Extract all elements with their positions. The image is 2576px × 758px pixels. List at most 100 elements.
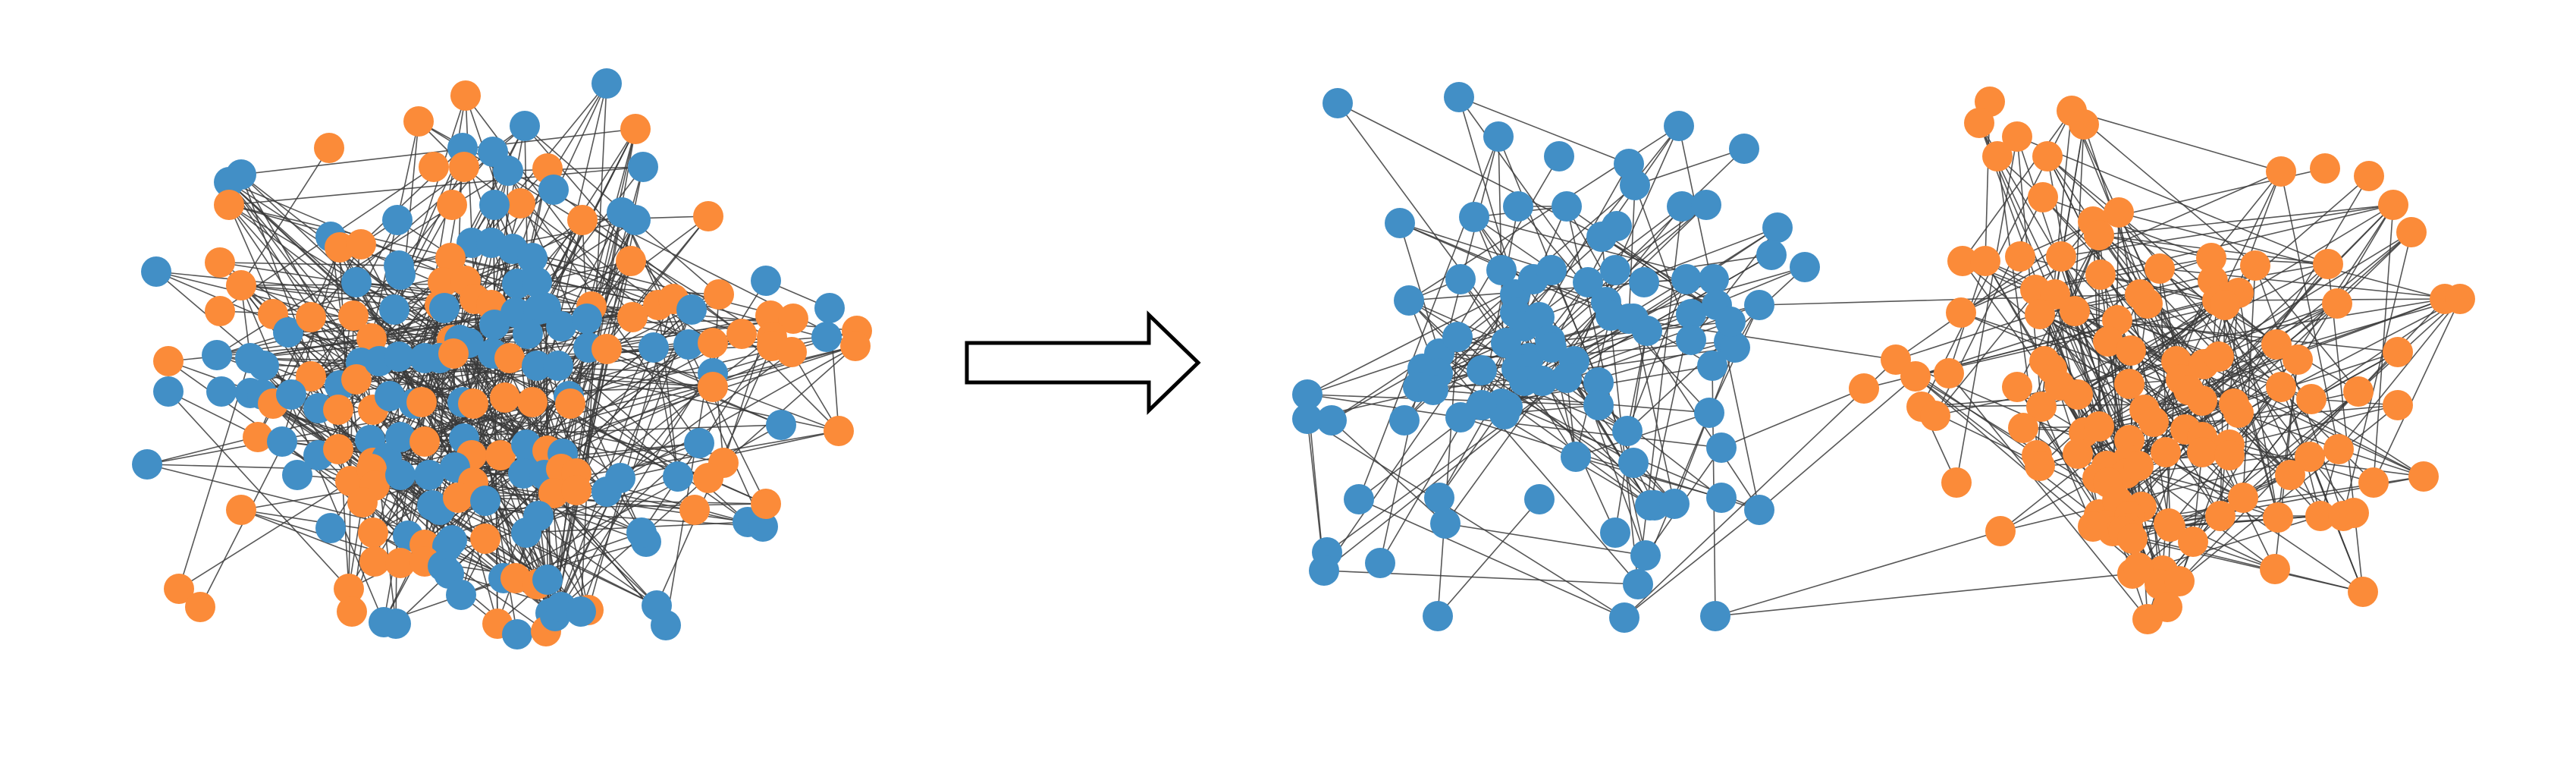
separated-network-node-blue xyxy=(1385,208,1415,238)
separated-network-edge xyxy=(2118,212,2446,300)
separated-network-edge xyxy=(1759,376,1916,511)
separated-network-node-orange xyxy=(1985,516,2016,546)
separated-network-node-orange xyxy=(2025,451,2055,481)
mixed-network-node-orange xyxy=(409,426,440,457)
separated-network-edge xyxy=(1715,530,2001,617)
separated-network-edge xyxy=(1408,300,1508,407)
separated-network-edge xyxy=(2132,538,2364,593)
mixed-network-edge xyxy=(219,262,400,266)
mixed-network-node-blue xyxy=(522,267,552,297)
mixed-network-edge xyxy=(240,509,375,562)
mixed-network-node-blue xyxy=(651,610,681,640)
separated-network-node-orange xyxy=(2084,411,2114,442)
separated-network-node-orange xyxy=(2123,451,2154,481)
separated-network-node-orange xyxy=(2063,379,2093,410)
separated-network-node-orange xyxy=(2323,434,2354,464)
separated-network-node-orange xyxy=(2187,437,2217,467)
mixed-network-edge xyxy=(228,204,633,318)
separated-network-node-blue xyxy=(1600,517,1630,548)
separated-network-node-blue xyxy=(1600,255,1630,285)
mixed-network-edge xyxy=(407,304,441,536)
mixed-network-node-orange xyxy=(620,114,651,144)
separated-network-node-blue xyxy=(1629,267,1659,297)
mixed-network-node-orange xyxy=(567,205,598,235)
separated-network-node-blue xyxy=(1316,405,1347,436)
separated-network-node-blue xyxy=(1292,379,1323,410)
mixed-network-node-orange xyxy=(358,517,388,548)
separated-network-node-blue xyxy=(1467,390,1497,420)
separated-network-edge xyxy=(1956,136,2018,483)
mixed-network-node-orange xyxy=(337,596,367,627)
separated-network-node-orange xyxy=(2196,243,2226,273)
separated-network-edge xyxy=(1962,110,2072,262)
mixed-network-node-orange xyxy=(314,133,344,163)
separated-network-edge xyxy=(2280,171,2339,450)
mixed-network-node-blue xyxy=(522,351,552,381)
separated-network-node-orange xyxy=(2396,217,2427,247)
mixed-network-node-orange xyxy=(555,388,585,419)
mixed-network-edge xyxy=(507,166,644,171)
separated-network-edge xyxy=(2218,356,2291,476)
separated-network-node-blue xyxy=(1544,141,1574,171)
mixed-network-node-blue xyxy=(566,596,596,627)
separated-network-node-blue xyxy=(1467,355,1497,385)
mixed-network-edge xyxy=(168,391,350,590)
separated-network-node-orange xyxy=(1982,141,2013,171)
separated-network-node-orange xyxy=(2305,501,2336,531)
separated-network-node-orange xyxy=(1849,373,1879,404)
separated-network-node-orange xyxy=(2378,190,2408,220)
separated-network-node-blue xyxy=(1609,602,1639,633)
separated-network-edge xyxy=(1326,377,1567,553)
mixed-network-node-blue xyxy=(543,351,573,381)
mixed-network-node-blue xyxy=(639,332,669,363)
separated-network-edge xyxy=(2041,263,2329,407)
mixed-network-node-orange xyxy=(428,267,458,297)
separated-network-edge xyxy=(1633,318,1675,505)
mixed-network-node-orange xyxy=(485,440,516,470)
mixed-network-edge xyxy=(378,360,501,456)
separated-network-edge xyxy=(2035,289,2170,524)
mixed-network-node-orange xyxy=(243,422,273,452)
separated-network-node-blue xyxy=(1699,264,1729,294)
separated-network-edge xyxy=(2179,404,2399,582)
separated-network-node-orange xyxy=(2322,288,2352,319)
mixed-network-node-orange xyxy=(338,300,369,331)
mixed-network-node-blue xyxy=(375,381,405,411)
separated-network-node-orange xyxy=(2117,524,2148,554)
separated-network-node-orange xyxy=(2348,577,2378,607)
mixed-network-edge xyxy=(500,318,588,456)
separated-network-node-blue xyxy=(1612,416,1643,446)
mixed-network-node-orange xyxy=(153,346,184,376)
mixed-network-node-orange xyxy=(296,302,326,332)
separated-network-node-blue xyxy=(1309,555,1339,586)
separated-network-node-blue xyxy=(1527,366,1558,396)
mixed-network-node-orange xyxy=(840,331,871,361)
separated-network-node-blue xyxy=(1618,448,1649,478)
mixed-network-node-blue xyxy=(626,517,657,548)
separated-network-edge xyxy=(2176,360,2424,477)
mixed-network-node-orange xyxy=(698,328,728,358)
separated-network-node-blue xyxy=(1445,264,1476,294)
mixed-network-node-orange xyxy=(538,478,569,508)
mixed-network-node-orange xyxy=(296,361,326,392)
mixed-network-node-blue xyxy=(141,256,171,287)
separated-network-node-orange xyxy=(2032,141,2063,171)
mixed-network-node-blue xyxy=(132,449,162,480)
separated-network-node-orange xyxy=(1964,108,1994,138)
mixed-network-node-blue xyxy=(591,68,622,99)
mixed-network-node-blue xyxy=(384,341,414,372)
separated-network-node-orange xyxy=(2266,372,2296,402)
separated-network-node-blue xyxy=(1536,332,1567,363)
mixed-network-edge xyxy=(424,441,453,541)
separated-network-node-orange xyxy=(2046,241,2076,272)
separated-network-node-orange xyxy=(2228,483,2258,513)
separated-network-node-blue xyxy=(1762,212,1793,243)
separated-network-node-blue xyxy=(1491,328,1521,358)
separated-network-edge xyxy=(1721,388,1865,448)
separated-network-node-orange xyxy=(2383,390,2413,420)
separated-network-edge xyxy=(1307,418,1625,618)
right-arrow-icon xyxy=(965,310,1201,415)
separated-network-node-blue xyxy=(1323,88,1353,118)
mixed-network-node-blue xyxy=(315,513,346,543)
separated-network-node-blue xyxy=(1489,399,1520,429)
